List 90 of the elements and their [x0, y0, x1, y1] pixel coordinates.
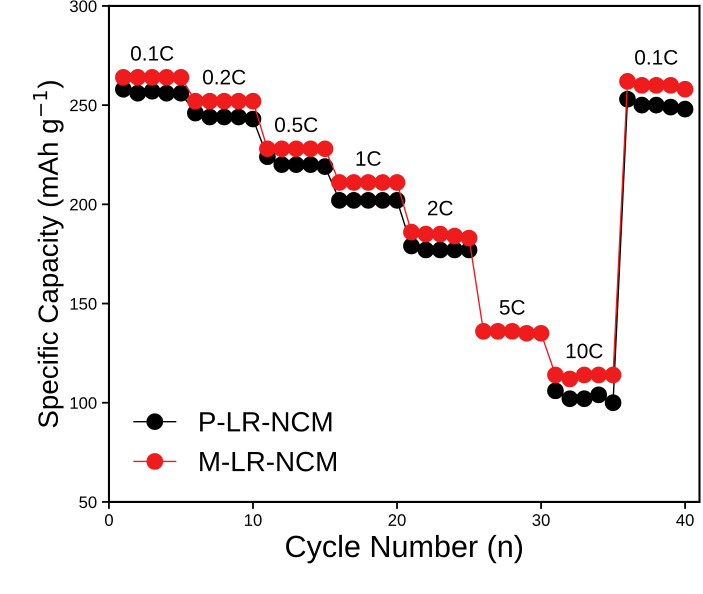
point — [532, 324, 550, 342]
point — [576, 390, 593, 408]
point — [302, 156, 319, 173]
point — [345, 192, 362, 209]
annotation: 0.5C — [275, 117, 318, 132]
point — [388, 192, 406, 209]
point — [273, 140, 290, 158]
point — [360, 174, 377, 191]
point — [244, 110, 262, 128]
point — [576, 366, 593, 384]
x-tick-label: 20 — [388, 514, 406, 526]
y-tick-label: 300 — [70, 0, 97, 12]
point — [547, 382, 564, 400]
point — [604, 366, 622, 384]
annotation: 10C — [566, 344, 603, 358]
legend-label: P-LR-NCM — [200, 412, 332, 432]
point — [316, 140, 334, 158]
point — [230, 108, 247, 126]
point — [129, 84, 146, 102]
point — [676, 80, 694, 98]
point — [374, 174, 391, 191]
point — [604, 394, 622, 412]
point — [590, 386, 607, 404]
point — [648, 96, 665, 114]
point — [172, 69, 190, 86]
point — [316, 158, 334, 175]
annotation: 0.2C — [203, 70, 246, 85]
x-tick-label: 0 — [104, 514, 113, 526]
y-tick-label: 50 — [79, 496, 97, 508]
point — [331, 192, 348, 209]
point — [331, 174, 348, 191]
x-tick-label: 40 — [676, 514, 694, 526]
y-tick-label: 100 — [70, 397, 97, 409]
annotation: 0.1C — [130, 46, 174, 61]
point — [490, 322, 506, 340]
point — [216, 92, 233, 110]
point — [345, 174, 362, 191]
point — [374, 192, 391, 209]
point — [115, 69, 132, 86]
point — [403, 224, 420, 240]
point — [201, 92, 218, 110]
annotation: 0.1C — [635, 50, 678, 65]
x-axis-title: Cycle Number (n) — [286, 534, 522, 564]
point — [388, 174, 406, 191]
point — [475, 322, 492, 340]
point — [634, 76, 650, 94]
point — [662, 76, 680, 94]
y-tick-label: 200 — [70, 198, 97, 211]
point — [172, 84, 190, 102]
point — [432, 242, 449, 258]
point — [662, 98, 680, 116]
point — [504, 322, 521, 340]
point — [360, 192, 377, 209]
y-tick-label: 250 — [70, 100, 97, 112]
point — [273, 156, 290, 173]
point — [158, 69, 175, 86]
point — [216, 108, 233, 126]
point — [562, 370, 578, 388]
annotation: 5C — [500, 300, 525, 315]
point — [187, 92, 204, 110]
point — [676, 100, 694, 118]
point — [417, 226, 434, 242]
point — [288, 140, 305, 158]
point — [302, 140, 319, 158]
point — [460, 230, 478, 246]
point — [562, 390, 578, 408]
point — [158, 84, 175, 102]
legend-label: M-LR-NCM — [200, 452, 336, 472]
point — [446, 228, 463, 244]
point — [417, 242, 434, 258]
annotation: 2C — [428, 200, 453, 216]
y-tick-label: 150 — [70, 298, 97, 310]
point — [619, 72, 636, 90]
y-axis-title: Specific Capacity (mAh g$^{−1}$) — [32, 81, 64, 428]
point — [129, 69, 146, 86]
annotation: 1C — [356, 151, 381, 166]
point — [230, 92, 247, 110]
point — [259, 140, 276, 158]
point — [547, 366, 564, 384]
x-tick-label: 30 — [532, 514, 550, 526]
point — [201, 108, 218, 126]
point — [634, 96, 650, 114]
x-tick-label: 10 — [244, 514, 262, 526]
point — [288, 156, 305, 173]
point — [244, 92, 262, 110]
point — [518, 324, 535, 342]
point — [590, 366, 607, 384]
point — [432, 226, 449, 242]
point — [144, 69, 161, 86]
point — [648, 76, 665, 94]
